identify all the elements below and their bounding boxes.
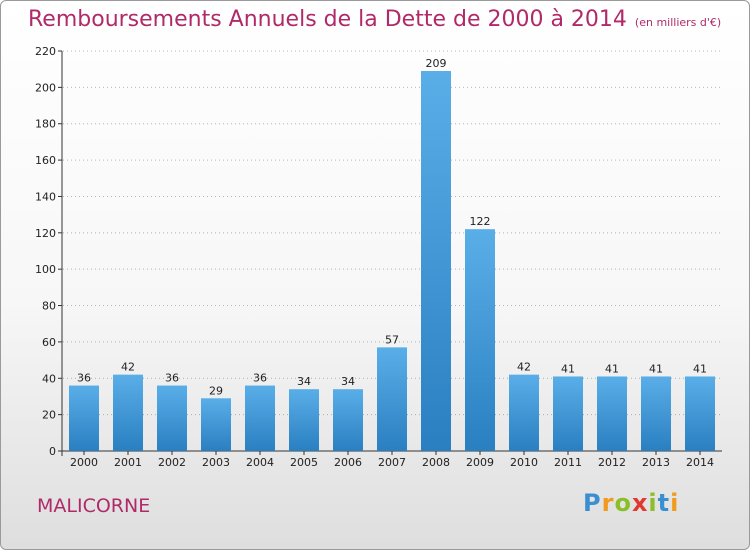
logo-letter: t: [657, 489, 671, 517]
data-label-2000: 36: [77, 372, 91, 385]
chart-subtitle: (en milliers d'€): [634, 16, 722, 29]
x-tick-label-2001: 2001: [114, 456, 142, 469]
logo-letter: i: [648, 489, 658, 517]
logo-letter: x: [631, 489, 649, 517]
data-label-2012: 41: [605, 362, 619, 375]
proxiti-logo: Proxiti: [583, 489, 679, 517]
data-label-2014: 41: [693, 362, 707, 375]
bar-2013: [641, 376, 671, 451]
y-tick-label: 120: [35, 227, 56, 240]
x-tick-label-2013: 2013: [642, 456, 670, 469]
x-axis: 2000 2001 2002 2003 2004 2005 2006 2007 2008 2009…: [58, 450, 722, 469]
x-tick-label-2009: 2009: [466, 456, 494, 469]
data-label-2002: 36: [165, 372, 179, 385]
x-tick-label-2002: 2002: [158, 456, 186, 469]
bar-2005: [289, 389, 319, 451]
bar-2006: [333, 389, 363, 451]
x-tick-label-2011: 2011: [554, 456, 582, 469]
x-tick-label-2003: 2003: [202, 456, 230, 469]
x-tick-label-2010: 2010: [510, 456, 538, 469]
data-label-2011: 41: [561, 362, 575, 375]
data-label-2013: 41: [649, 362, 663, 375]
y-tick-label: 60: [42, 336, 56, 349]
data-label-2008: 209: [426, 57, 447, 70]
y-tick-label: 40: [42, 372, 56, 385]
y-tick-label: 140: [35, 190, 56, 203]
bar-2002: [157, 385, 187, 451]
x-tick-label-2000: 2000: [70, 456, 98, 469]
data-label-2001: 42: [121, 361, 135, 374]
x-tick-label-2014: 2014: [686, 456, 714, 469]
bar-2000: [69, 385, 99, 451]
y-tick-label: 220: [35, 45, 56, 58]
bar-2007: [377, 347, 407, 451]
x-tick-label-2004: 2004: [246, 456, 274, 469]
y-tick-label: 80: [42, 300, 56, 313]
data-label-2003: 29: [209, 384, 223, 397]
y-tick-label: 200: [35, 81, 56, 94]
y-tick-label: 20: [42, 409, 56, 422]
bar-2003: [201, 398, 231, 451]
data-label-2006: 34: [341, 375, 355, 388]
bar-2011: [553, 376, 583, 451]
logo-letter: o: [614, 489, 632, 517]
data-labels: 36 42 36 29 36 34 34 57 209 122 42 41 41 41 41: [77, 57, 707, 397]
chart-title: Remboursements Annuels de la Dette de 20…: [28, 7, 721, 32]
x-tick-label-2005: 2005: [290, 456, 318, 469]
y-tick-label: 180: [35, 118, 56, 131]
data-label-2007: 57: [385, 333, 399, 346]
bar-2004: [245, 385, 275, 451]
bars: [69, 71, 715, 451]
bar-2012: [597, 376, 627, 451]
x-tick-label-2007: 2007: [378, 456, 406, 469]
logo-letter: r: [601, 489, 615, 517]
logo-letter: P: [583, 489, 602, 517]
y-tick-label: 160: [35, 154, 56, 167]
x-tick-label-2008: 2008: [422, 456, 450, 469]
place-name: MALICORNE: [37, 495, 151, 517]
y-tick-label: 0: [49, 445, 56, 458]
x-tick-label-2012: 2012: [598, 456, 626, 469]
data-label-2010: 42: [517, 361, 531, 374]
bar-2010: [509, 374, 539, 451]
data-label-2009: 122: [470, 215, 491, 228]
bar-2008: [421, 71, 451, 451]
bar-2014: [685, 376, 715, 451]
y-tick-label: 100: [35, 263, 56, 276]
data-label-2004: 36: [253, 372, 267, 385]
bar-2009: [465, 229, 495, 451]
bar-2001: [113, 374, 143, 451]
y-axis: 0 20 40 60 80 100 120 140 160 180 200 220: [35, 45, 722, 458]
logo-letter: i: [670, 489, 680, 517]
data-label-2005: 34: [297, 375, 311, 388]
chart-title-text: Remboursements Annuels de la Dette de 20…: [28, 7, 627, 32]
x-tick-label-2006: 2006: [334, 456, 362, 469]
